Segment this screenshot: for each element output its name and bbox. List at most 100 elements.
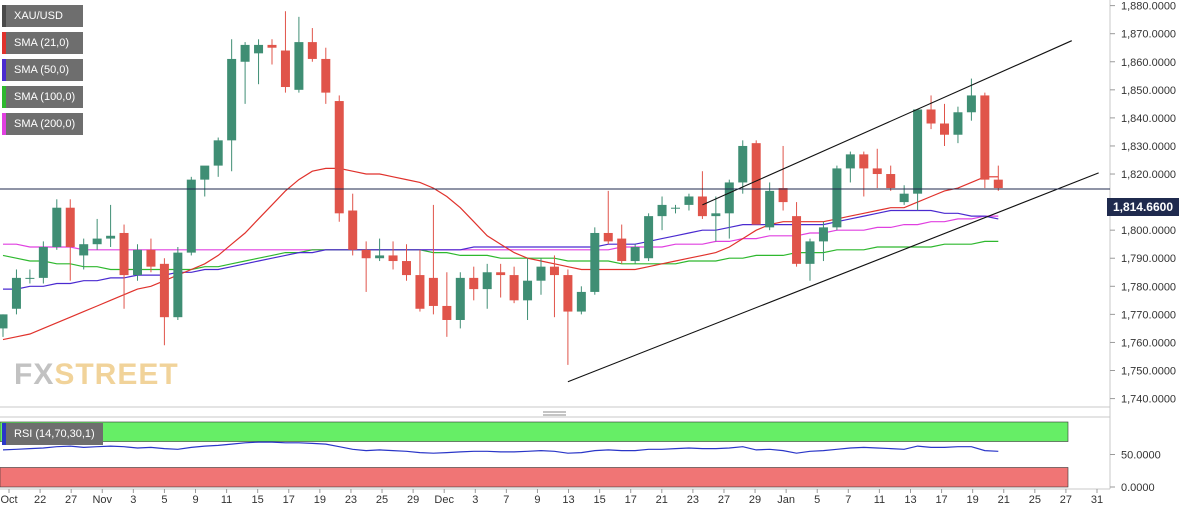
candle-body [886,174,896,189]
legend-item-sma-50[interactable]: SMA (50,0) [2,59,84,81]
x-tick-label: 29 [407,494,419,506]
x-tick-label: 19 [967,494,979,506]
candle-body [590,232,600,292]
x-tick-label: 3 [472,494,478,506]
x-tick-label: 7 [503,494,509,506]
legend-label: SMA (21,0) [14,37,70,49]
candle-body [213,140,223,166]
x-tick-label: Dec [434,494,454,506]
rsi-overbought-zone [0,421,1069,442]
rsi-y-tick-label: 50.0000 [1121,450,1161,462]
x-tick-label: 21 [998,494,1010,506]
x-tick-label: 27 [65,494,77,506]
x-tick-label: 3 [130,494,136,506]
candle-body [106,235,116,239]
candle-body [133,249,142,276]
candle-body [119,232,129,276]
rsi-y-tick-label: 0.0000 [1121,482,1155,494]
candle-body [926,109,936,124]
candle-body [388,255,398,262]
legend-swatch [2,32,6,54]
y-tick-label: 1,790.0000 [1121,253,1176,265]
candle-body [92,238,102,245]
y-tick-label: 1,870.0000 [1121,29,1176,41]
candle-body [805,241,815,264]
legend-item-sma-200[interactable]: SMA (200,0) [2,113,84,135]
legend-item-xauusd[interactable]: XAU/USD [2,5,84,27]
x-tick-label: 9 [534,494,540,506]
legend-item-rsi[interactable]: RSI (14,70,30,1) [2,423,103,445]
x-tick-label: 27 [1060,494,1072,506]
legend-item-sma-21[interactable]: SMA (21,0) [2,32,84,54]
legend-label: SMA (50,0) [14,64,70,76]
legend-swatch [2,423,6,445]
x-tick-label: 17 [283,494,295,506]
fxstreet-logo: FXSTREET [14,358,179,392]
x-tick-label: 25 [376,494,388,506]
candle-body [0,314,8,329]
candle-body [186,179,196,253]
candle-body [375,255,385,259]
candle-body [966,95,976,113]
candle-body [402,261,411,276]
y-tick-label: 1,770.0000 [1121,309,1176,321]
x-tick-label: 11 [221,494,232,506]
x-tick-label: 15 [252,494,264,506]
candle-body [671,207,680,209]
candle-body [428,277,438,306]
candle-body [38,247,48,278]
rsi-panel: 50.0000 0.0000 [0,421,1161,494]
candle-body [415,275,425,309]
y-tick-label: 1,880.0000 [1121,1,1176,13]
legend-item-sma-100[interactable]: SMA (100,0) [2,86,84,108]
y-tick-label: 1,840.0000 [1121,113,1176,125]
candle-body [563,275,573,312]
candle-body [348,210,358,250]
candle-body [159,263,169,318]
candle-body [227,58,237,141]
candle-body [307,42,317,59]
candle-body [711,213,721,217]
candle-body [469,277,479,290]
rising-wedge-lines [567,40,1099,383]
candle-body [52,207,62,248]
candle-body [765,190,775,228]
candle-body [778,188,788,203]
y-tick-label: 1,750.0000 [1121,366,1176,378]
x-tick-label: 27 [718,494,730,506]
candle-body [11,277,21,309]
x-tick-label: 22 [34,494,46,506]
legend-swatch [2,86,6,108]
legend-swatch [2,113,6,135]
candle-body [455,277,465,320]
candle-body [254,44,264,54]
candle-body [496,272,506,276]
sma-200-path [3,215,999,251]
logo-street: STREET [54,358,179,391]
rsi-oversold-zone [0,467,1069,488]
x-tick-label: 5 [814,494,820,506]
candle-body [724,182,734,214]
x-tick-label: 9 [192,494,198,506]
current-price-tag: 1,814.6600 [1106,198,1179,216]
legend-label: RSI (14,70,30,1) [14,428,95,440]
candle-body [280,50,290,88]
logo-fx: FX [14,358,55,391]
candle-body [523,280,533,301]
candle-body [536,266,546,281]
x-tick-label: 5 [161,494,167,506]
candle-body [442,305,452,320]
legend: XAU/USD SMA (21,0) SMA (50,0) SMA (100,0… [2,5,84,140]
x-tick-label: 13 [562,494,574,506]
price-axis: 1,880.0000 1,870.0000 1,860.0000 1,850.0000… [1110,1,1176,406]
y-tick-label: 1,860.0000 [1121,57,1176,69]
candle-body [25,277,35,279]
candles [0,11,1003,365]
rsi-line [2,441,999,454]
x-tick-label: 7 [845,494,851,506]
x-tick-label: 11 [874,494,885,506]
candle-body [792,216,802,264]
candle-body [321,58,331,93]
x-tick-label: 13 [904,494,916,506]
